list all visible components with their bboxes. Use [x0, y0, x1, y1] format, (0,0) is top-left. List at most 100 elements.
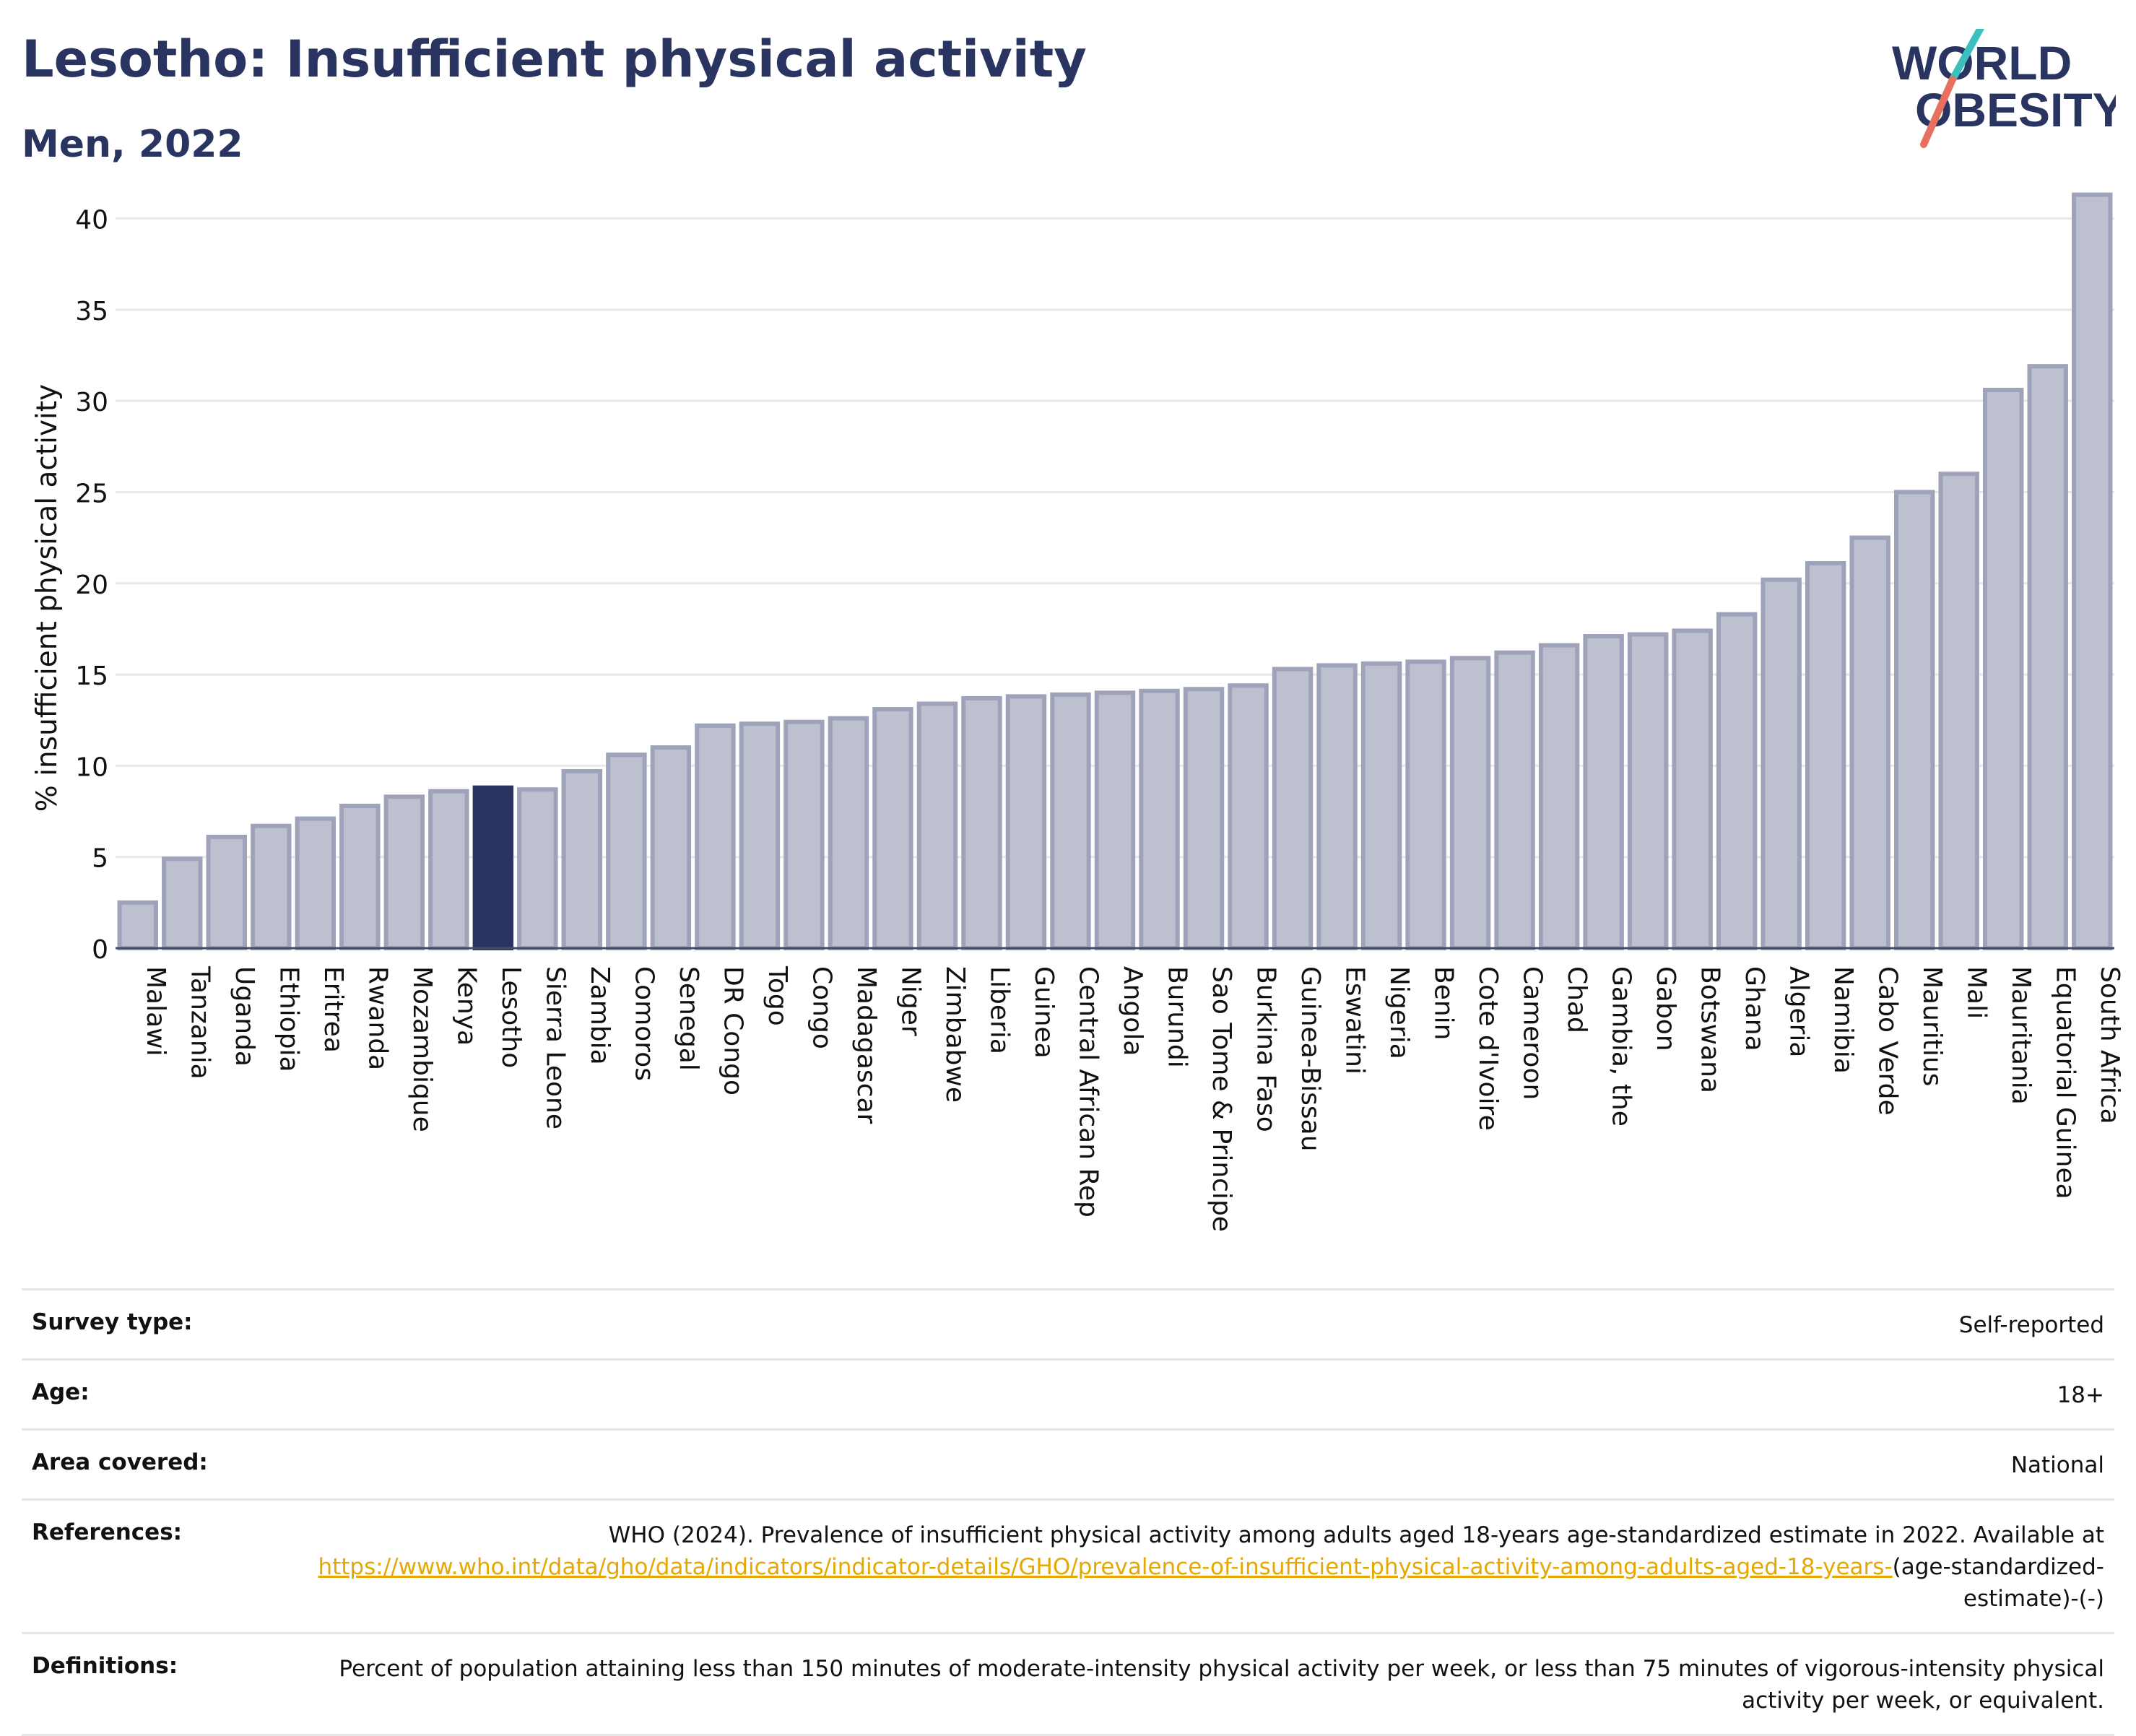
world-obesity-logo: WORLD OBESITY	[1877, 22, 2124, 152]
x-tick-label: Ethiopia	[274, 966, 303, 1072]
x-tick-label: Mauritius	[1917, 966, 1947, 1086]
y-tick-label: 15	[75, 661, 108, 691]
bar	[383, 794, 425, 950]
page-title: Lesotho: Insufficient physical activity	[22, 30, 1087, 89]
bar	[1005, 694, 1047, 951]
x-tick-label: Tanzania	[185, 965, 214, 1080]
x-tick-label: Kenya	[451, 966, 481, 1046]
x-tick-label: Chad	[1562, 966, 1592, 1033]
y-tick-label: 30	[75, 388, 108, 417]
bar	[251, 823, 292, 950]
bar	[1449, 656, 1491, 950]
y-tick-label: 40	[75, 206, 108, 235]
y-tick-label: 25	[75, 479, 108, 508]
references-row: References: WHO (2024). Prevalence of in…	[22, 1498, 2114, 1632]
bar	[1405, 659, 1446, 951]
bar	[783, 719, 825, 950]
bar	[1938, 472, 1979, 950]
references-label: References:	[32, 1519, 183, 1546]
bar	[2027, 364, 2068, 950]
x-tick-label: Zambia	[585, 966, 615, 1065]
age-row: Age: 18+	[22, 1358, 2114, 1428]
bar	[1761, 577, 1802, 950]
survey-type-row: Survey type: Self-reported	[22, 1288, 2114, 1358]
x-tick-label: Namibia	[1828, 966, 1858, 1074]
bar	[1139, 688, 1180, 950]
y-tick-label: 0	[92, 935, 108, 965]
x-tick-label: Mozambique	[407, 966, 437, 1132]
references-link[interactable]: https://www.who.int/data/gho/data/indica…	[318, 1554, 1893, 1581]
x-tick-label: Madagascar	[851, 966, 881, 1124]
y-tick-label: 10	[75, 752, 108, 782]
bar	[872, 707, 913, 950]
bar	[1360, 661, 1402, 951]
bar	[517, 787, 558, 950]
bar	[1716, 612, 1758, 950]
x-tick-label: Congo	[807, 966, 836, 1049]
x-tick-label: South Africa	[2095, 966, 2124, 1124]
x-tick-label: Liberia	[984, 966, 1014, 1054]
x-tick-label: Eswatini	[1340, 966, 1370, 1075]
bar	[1228, 683, 1269, 950]
y-tick-label: 20	[75, 570, 108, 600]
x-tick-label: Malawi	[141, 966, 170, 1056]
details-table: Survey type: Self-reported Age: 18+ Area…	[22, 1288, 2114, 1736]
bar	[695, 723, 736, 950]
age-label: Age:	[32, 1379, 90, 1406]
bar	[339, 803, 381, 951]
bar	[1583, 634, 1624, 950]
x-tick-label: Togo	[763, 965, 792, 1026]
x-tick-label: Mali	[1962, 966, 1992, 1019]
y-tick-label: 35	[75, 297, 108, 326]
x-tick-label: Benin	[1429, 966, 1459, 1040]
bar	[828, 716, 869, 950]
bars	[117, 192, 2113, 951]
bar	[1805, 560, 1846, 950]
x-tick-label: DR Congo	[718, 966, 747, 1095]
y-axis-label: % insufficient physical activity	[31, 384, 64, 812]
x-tick-label: Botswana	[1696, 966, 1725, 1093]
area-label: Area covered:	[32, 1449, 208, 1476]
bar	[206, 834, 247, 950]
bar	[961, 695, 1002, 951]
x-tick-label: Uganda	[230, 966, 259, 1067]
y-axis-ticks: 0 5 10 15 20 25 30 35 40	[75, 206, 108, 965]
x-tick-label: Mauritania	[2006, 966, 2036, 1105]
x-tick-label: Burkina Faso	[1251, 966, 1281, 1132]
x-axis-labels: Malawi Tanzania Uganda Ethiopia Eritrea Rwand…	[141, 965, 2124, 1232]
x-tick-label: Central African Rep	[1073, 966, 1103, 1218]
x-tick-label: Niger	[895, 966, 925, 1036]
bar	[162, 856, 203, 951]
x-tick-label: Cote d'Ivoire	[1473, 966, 1503, 1131]
bar-chart: 0 5 10 15 20 25 30 35 40 % insufficient physical…	[31, 192, 2124, 1232]
bar	[606, 752, 647, 950]
x-tick-label: Eritrea	[318, 966, 348, 1053]
references-suffix: (age-standardized-estimate)-(-)	[1892, 1554, 2104, 1613]
bar	[2072, 192, 2113, 950]
bar	[561, 768, 603, 950]
bar	[1538, 643, 1580, 951]
bar	[1849, 535, 1890, 950]
x-tick-label: Gambia, the	[1607, 966, 1636, 1127]
x-tick-label: Ghana	[1740, 966, 1769, 1051]
references-value: WHO (2024). Prevalence of insufficient p…	[277, 1519, 2104, 1615]
logo-slash-coral	[1920, 76, 1956, 148]
x-tick-label: Guinea-Bissau	[1295, 966, 1325, 1152]
bar	[428, 789, 469, 950]
bar-highlighted	[472, 785, 514, 950]
x-tick-label: Senegal	[674, 966, 703, 1071]
bar	[1627, 632, 1669, 950]
bar	[295, 816, 337, 951]
survey-type-value: Self-reported	[1958, 1312, 2104, 1338]
age-value: 18+	[2057, 1382, 2104, 1409]
x-tick-label: Rwanda	[362, 966, 392, 1070]
bar	[1983, 387, 2024, 950]
survey-type-label: Survey type:	[32, 1309, 193, 1335]
page-subtitle: Men, 2022	[22, 123, 243, 166]
area-value: National	[2010, 1452, 2104, 1479]
x-tick-label: Zimbabwe	[940, 966, 970, 1103]
bar	[916, 701, 958, 950]
bar	[1183, 687, 1225, 950]
bar	[739, 721, 781, 950]
bar	[117, 900, 158, 950]
